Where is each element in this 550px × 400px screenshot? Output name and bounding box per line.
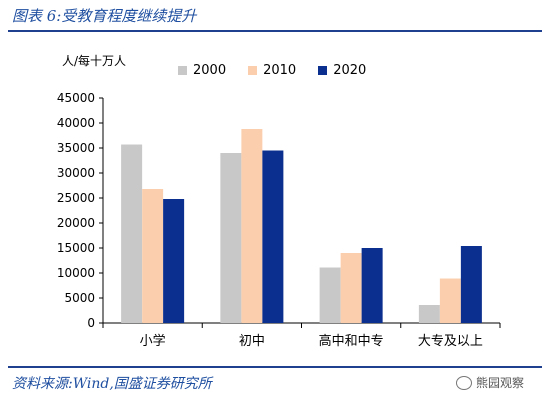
- y-tick-label: 20000: [57, 216, 95, 230]
- y-tick-label: 5000: [64, 291, 95, 305]
- bar-2000-3: [418, 305, 440, 323]
- legend-item-2010: 2010: [248, 63, 296, 78]
- x-tick-label: 大专及以上: [418, 334, 483, 349]
- bar-2020-3: [460, 246, 482, 323]
- footer-divider: [8, 366, 542, 368]
- bar-2000-0: [121, 144, 143, 323]
- bar-2000-2: [319, 267, 341, 323]
- bar-2010-3: [439, 278, 461, 323]
- source-note: 资料来源:Wind,国盛证券研究所: [12, 376, 212, 392]
- bar-2020-2: [361, 248, 383, 323]
- wechat-icon: [456, 375, 472, 390]
- y-tick-label: 25000: [57, 191, 95, 205]
- bar-2020-0: [163, 199, 185, 323]
- x-tick-label: 初中: [239, 334, 265, 349]
- bar-2010-0: [142, 189, 164, 323]
- legend-label-2000: 2000: [193, 63, 227, 78]
- watermark-text: 熊园观察: [476, 376, 525, 390]
- x-tick-label: 高中和中专: [319, 333, 384, 349]
- legend-label-2010: 2010: [263, 63, 297, 78]
- y-tick-label: 30000: [57, 166, 95, 180]
- watermark: 熊园观察: [456, 374, 524, 391]
- bar-2000-1: [220, 153, 242, 323]
- y-tick-label: 40000: [57, 116, 95, 130]
- y-tick-label: 15000: [57, 241, 95, 255]
- y-tick-label: 35000: [57, 141, 95, 155]
- title-divider: [8, 30, 542, 32]
- bar-2020-1: [262, 150, 284, 323]
- legend-item-2020: 2020: [318, 63, 366, 78]
- legend-swatch-2020: [318, 66, 328, 75]
- y-tick-label: 45000: [57, 91, 95, 105]
- legend-swatch-2010: [248, 66, 258, 75]
- legend-swatch-2000: [178, 66, 187, 75]
- y-unit-label: 人/每十万人: [62, 54, 127, 68]
- y-tick-label: 10000: [57, 266, 95, 280]
- y-tick-label: 0: [87, 316, 95, 330]
- bar-2010-1: [241, 129, 263, 323]
- legend-item-2000: 2000: [178, 63, 226, 78]
- x-tick-label: 小学: [140, 333, 166, 349]
- chart-legend: 2000 2010 2020: [178, 63, 366, 78]
- legend-label-2020: 2020: [333, 63, 367, 78]
- figure-title: 图表 6:受教育程度继续提升: [12, 7, 197, 25]
- bar-2010-2: [340, 253, 362, 323]
